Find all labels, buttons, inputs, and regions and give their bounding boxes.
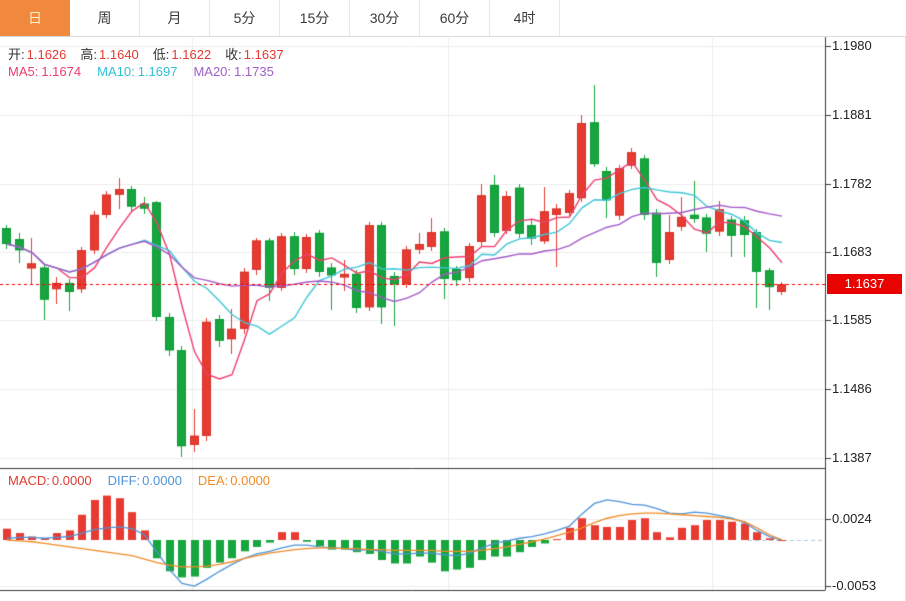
- low-label: 低:: [152, 47, 170, 62]
- price-tick: 1.1387: [832, 450, 872, 465]
- price-tick: 1.1585: [832, 312, 872, 328]
- close-label: 收:: [225, 47, 242, 62]
- ma20-value: 1.1735: [234, 64, 274, 79]
- macd-legend: MACD: 0.0000 DIFF: 0.0000 DEA: 0.0000: [8, 473, 286, 488]
- ma10-label: MA10:: [97, 64, 135, 79]
- tab-30min[interactable]: 30分: [350, 0, 420, 36]
- macd-value: 0.0000: [51, 473, 92, 488]
- price-tick: 1.1881: [832, 106, 872, 122]
- tab-week[interactable]: 周: [70, 0, 140, 36]
- dea-label: DEA:: [197, 473, 229, 488]
- tab-day[interactable]: 日: [0, 0, 70, 36]
- ohlc-legend: 开: 1.1626 高: 1.1640 低: 1.1622 收: 1.1637: [8, 44, 298, 63]
- ma10-value: 1.1697: [137, 64, 178, 79]
- macd-tick: 0.0024: [832, 511, 872, 527]
- price-tick: 1.1980: [832, 38, 872, 53]
- price-tick: 1.1782: [832, 175, 872, 191]
- open-value: 1.1626: [26, 47, 67, 62]
- diff-label: DIFF:: [107, 473, 141, 488]
- timeframe-tabbar: 日 周 月 5分 15分 30分 60分 4时: [0, 0, 906, 37]
- high-label: 高:: [80, 47, 98, 62]
- ma-legend: MA5: 1.1674 MA10: 1.1697 MA20: 1.1735: [8, 64, 290, 79]
- tab-4hour[interactable]: 4时: [490, 0, 560, 36]
- ma20-label: MA20:: [193, 64, 232, 79]
- open-label: 开:: [8, 47, 25, 62]
- close-value: 1.1637: [243, 47, 284, 62]
- low-value: 1.1622: [171, 47, 212, 62]
- tab-60min[interactable]: 60分: [420, 0, 490, 36]
- price-tick: 1.1683: [832, 244, 872, 260]
- tab-15min[interactable]: 15分: [280, 0, 350, 36]
- tabbar-filler: [560, 0, 906, 36]
- price-tick: 1.1486: [832, 381, 872, 397]
- macd-tick: -0.0053: [832, 578, 877, 594]
- macd-label: MACD:: [8, 473, 50, 488]
- ma5-value: 1.1674: [41, 64, 82, 79]
- tab-5min[interactable]: 5分: [210, 0, 280, 36]
- diff-value: 0.0000: [142, 473, 182, 488]
- dea-value: 0.0000: [230, 473, 271, 488]
- high-value: 1.1640: [99, 47, 139, 62]
- tab-month[interactable]: 月: [140, 0, 210, 36]
- ma5-label: MA5:: [8, 64, 39, 79]
- current-price-badge: 1.1637: [827, 274, 902, 295]
